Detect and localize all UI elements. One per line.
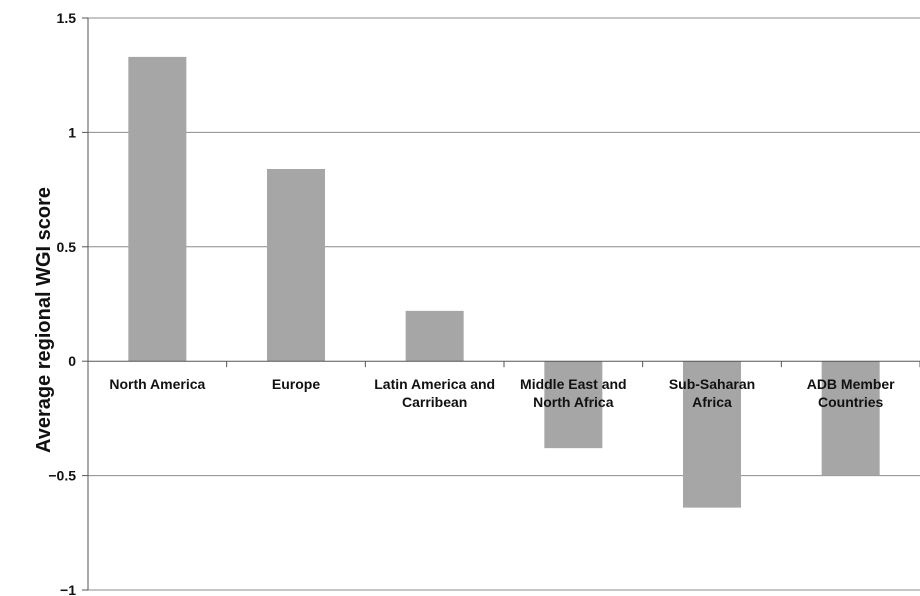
category-label: ADB Member xyxy=(807,376,895,392)
labels: 1.5 1 0.5 0 −0.5 −1 North America Europe Latin A… xyxy=(48,10,895,596)
y-tick-label: −1 xyxy=(60,582,76,596)
category-label: North America xyxy=(109,376,205,392)
y-tick-label: −0.5 xyxy=(48,468,76,484)
y-tick-label: 1 xyxy=(68,124,76,140)
bar xyxy=(683,361,741,508)
category-label: Europe xyxy=(272,376,320,392)
category-label: Africa xyxy=(692,394,732,410)
category-label: Countries xyxy=(818,394,884,410)
y-tick-label: 0 xyxy=(68,353,76,369)
category-label: North Africa xyxy=(533,394,614,410)
category-label: Sub-Saharan xyxy=(669,376,755,392)
bars xyxy=(128,56,880,508)
category-label: Latin America and xyxy=(374,376,495,392)
bar xyxy=(544,361,603,449)
axes xyxy=(82,17,920,591)
bar xyxy=(267,169,325,362)
y-tick-label: 1.5 xyxy=(57,10,77,26)
bar xyxy=(821,361,880,476)
bar xyxy=(128,56,187,362)
y-tick-label: 0.5 xyxy=(57,239,77,255)
y-axis-title: Average regional WGI score xyxy=(33,187,55,453)
category-label: Carribean xyxy=(402,394,467,410)
gridlines xyxy=(88,17,920,591)
bar xyxy=(405,310,464,362)
category-label: Middle East and xyxy=(520,376,627,392)
